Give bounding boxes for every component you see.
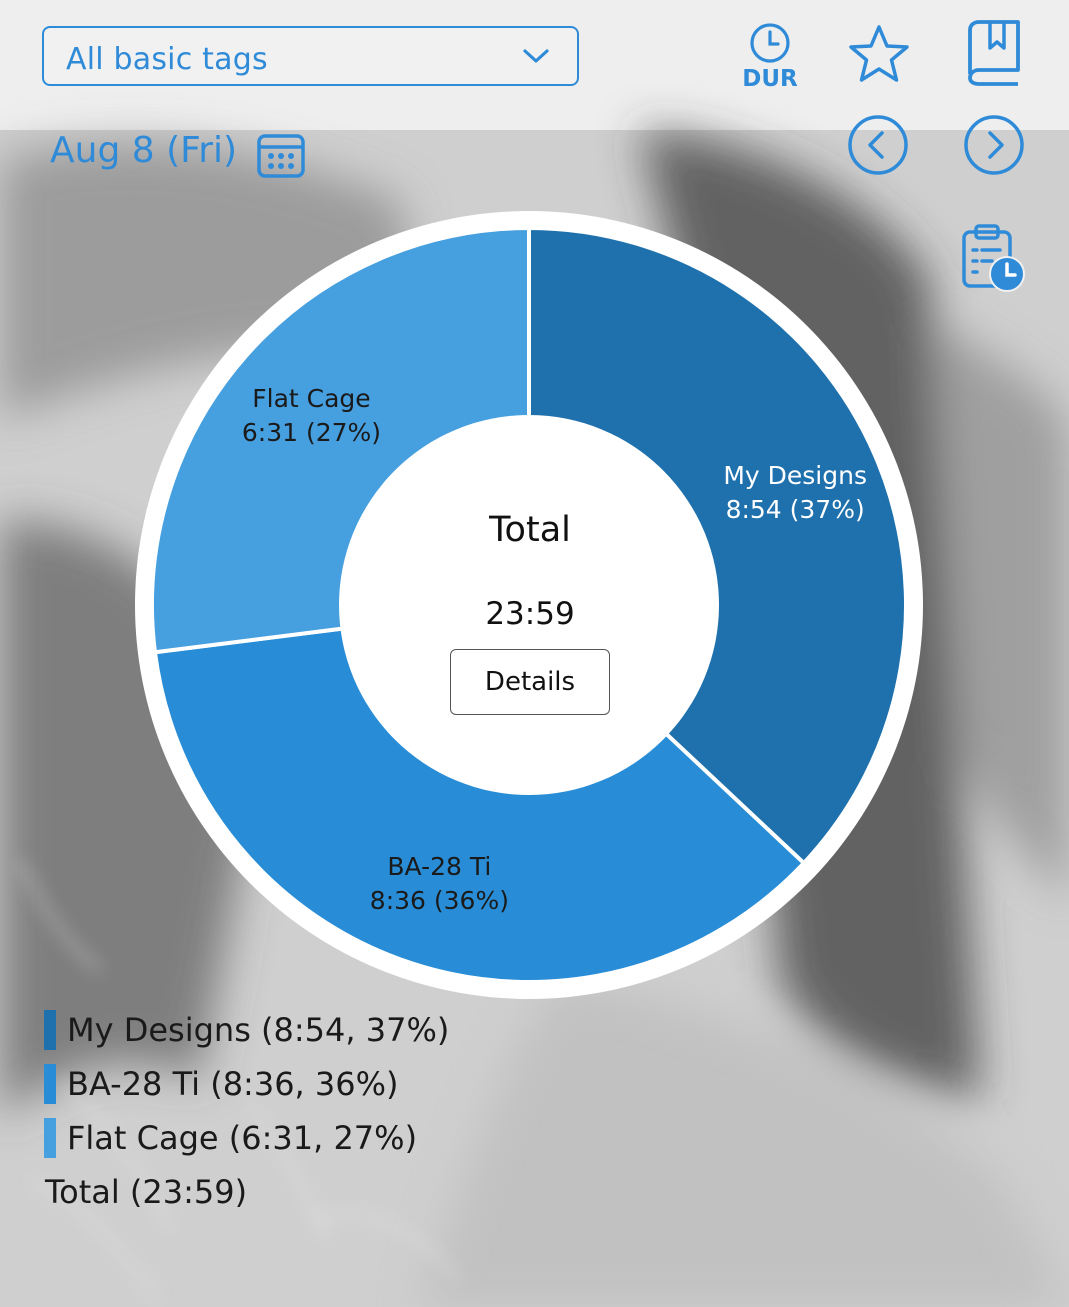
legend-item-ba-28-ti[interactable]: BA-28 Ti (8:36, 36%) (44, 1057, 449, 1111)
bookmark-book-icon (968, 20, 1020, 86)
legend-swatch (44, 1064, 56, 1104)
calendar-icon (257, 134, 305, 178)
tag-duration-donut-chart: My Designs 8:54 (37%) BA-28 Ti 8:36 (36%) Fl… (135, 211, 923, 999)
slice-label-name: BA-28 Ti (387, 852, 491, 881)
favorite-button[interactable] (846, 22, 912, 88)
legend-swatch (44, 1010, 56, 1050)
timesheet-button[interactable] (958, 222, 1026, 294)
chevron-down-icon (523, 49, 549, 63)
details-button[interactable]: Details (450, 649, 610, 715)
legend-total: Total (23:59) (45, 1173, 248, 1211)
chevron-right-circle-icon (964, 115, 1024, 175)
duration-label: DUR (742, 66, 798, 92)
tag-filter-dropdown[interactable]: All basic tags (42, 26, 579, 86)
slice-label-name: Flat Cage (252, 384, 370, 413)
legend-item-my-designs[interactable]: My Designs (8:54, 37%) (44, 1003, 449, 1057)
legend-label: Flat Cage (6:31, 27%) (67, 1119, 418, 1157)
calendar-button[interactable] (256, 130, 306, 180)
slice-label-value: 8:54 (37%) (726, 495, 865, 524)
slice-label-value: 8:36 (36%) (370, 886, 509, 915)
clock-icon (750, 23, 790, 63)
slice-label-value: 6:31 (27%) (242, 418, 381, 447)
clipboard-clock-icon (962, 224, 1025, 292)
legend-swatch (44, 1118, 56, 1158)
legend-item-flat-cage[interactable]: Flat Cage (6:31, 27%) (44, 1111, 449, 1165)
legend-label: My Designs (8:54, 37%) (67, 1011, 450, 1049)
chart-legend: My Designs (8:54, 37%) BA-28 Ti (8:36, 3… (44, 1003, 449, 1219)
bookmark-button[interactable] (962, 18, 1026, 88)
next-day-button[interactable] (962, 113, 1026, 177)
donut-slice-my-designs[interactable] (527, 225, 908, 866)
date-label: Aug 8 (Fri) (50, 130, 238, 171)
donut-center-title: Total (489, 510, 571, 550)
duration-toggle-button[interactable]: DUR (738, 22, 802, 96)
donut-slice-ba-28-ti[interactable] (152, 602, 807, 984)
chevron-left-circle-icon (848, 115, 908, 175)
slice-label-name: My Designs (723, 461, 867, 490)
star-icon (849, 25, 909, 82)
tag-filter-value: All basic tags (66, 42, 268, 77)
donut-center-total: 23:59 (485, 596, 575, 632)
legend-label: BA-28 Ti (8:36, 36%) (67, 1065, 399, 1103)
previous-day-button[interactable] (846, 113, 910, 177)
